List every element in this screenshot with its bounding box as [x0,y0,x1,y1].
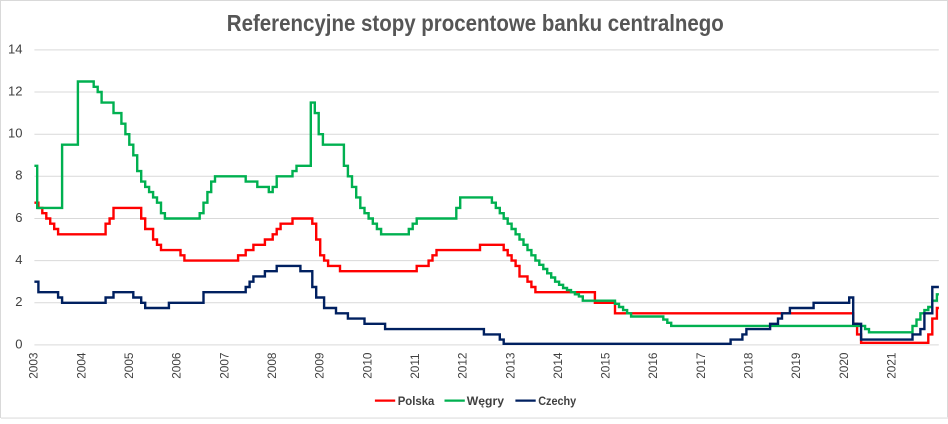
svg-text:0: 0 [15,336,22,351]
svg-text:12: 12 [8,83,22,98]
svg-text:2014: 2014 [551,352,565,379]
svg-text:14: 14 [8,41,22,56]
svg-text:2010: 2010 [360,352,374,379]
svg-text:2017: 2017 [694,353,708,379]
svg-text:2021: 2021 [885,353,899,379]
svg-text:2016: 2016 [646,352,660,379]
svg-text:2004: 2004 [74,352,88,379]
svg-text:2006: 2006 [170,352,184,379]
svg-text:2005: 2005 [122,352,136,379]
svg-text:Polska: Polska [398,394,435,408]
svg-text:Czechy: Czechy [538,394,576,408]
svg-text:Referencyjne stopy procentowe: Referencyjne stopy procentowe banku cent… [227,10,724,36]
svg-text:2008: 2008 [265,352,279,379]
svg-text:2007: 2007 [217,353,231,379]
svg-text:2020: 2020 [837,352,851,379]
svg-text:Węgry: Węgry [467,394,504,408]
svg-text:8: 8 [15,168,22,183]
svg-text:2015: 2015 [599,352,613,379]
svg-text:6: 6 [15,210,22,225]
svg-text:2019: 2019 [789,353,803,379]
svg-text:4: 4 [15,252,22,267]
svg-text:10: 10 [8,126,22,141]
svg-text:2012: 2012 [456,353,470,379]
svg-text:2018: 2018 [742,352,756,379]
svg-text:2: 2 [15,294,22,309]
svg-text:2013: 2013 [503,352,517,379]
svg-text:2009: 2009 [313,353,327,379]
svg-text:2003: 2003 [27,352,41,379]
svg-text:2011: 2011 [408,353,422,378]
